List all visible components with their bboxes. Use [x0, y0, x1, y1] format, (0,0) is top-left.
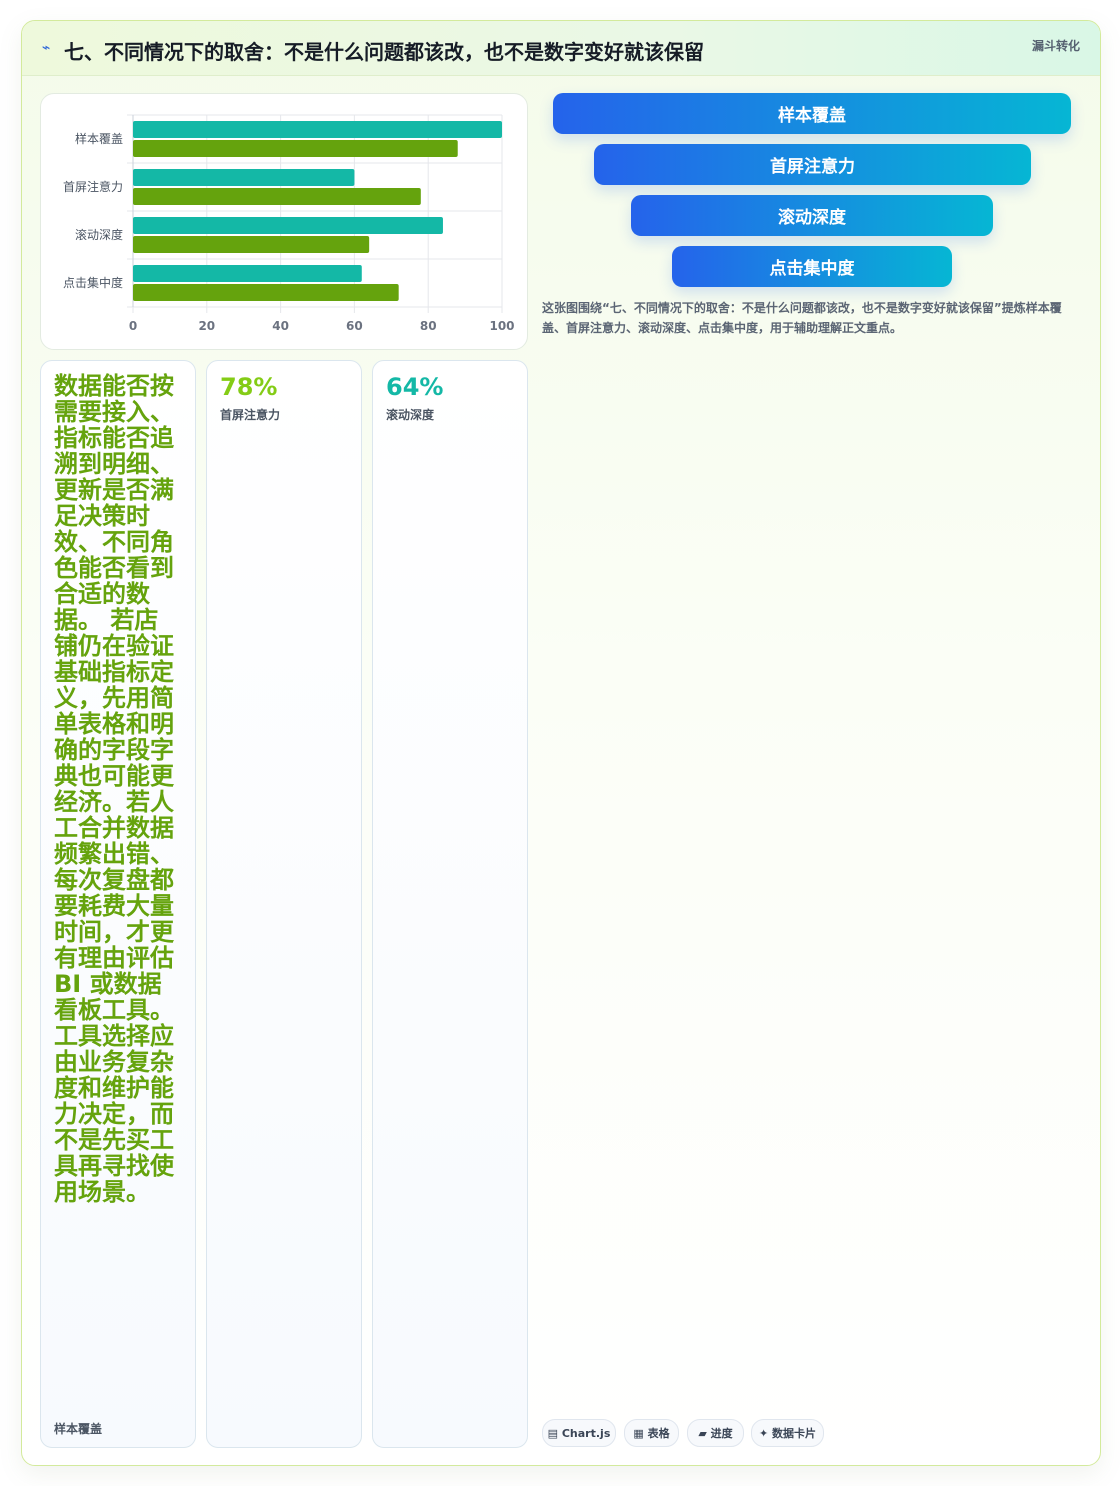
y-category-label: 点击集中度 — [63, 275, 123, 290]
text-tile: 数据能否按需要接入、指标能否追溯到明细、更新是否满足决策时效、不同角色能否看到合… — [40, 360, 196, 1448]
chip-label: 表格 — [647, 1427, 670, 1440]
wave-icon: ⌁ — [42, 40, 51, 56]
y-category-label: 滚动深度 — [75, 227, 123, 242]
kpi-label: 首屏注意力 — [220, 408, 281, 422]
funnel-step-3[interactable]: 滚动深度 — [631, 195, 993, 236]
table-icon: ▦ — [633, 1426, 644, 1440]
content-card: ⌁ 七、不同情况下的取舍：不是什么问题都该改，也不是数字变好就该保留 漏斗转化 … — [21, 20, 1101, 1466]
bar-2-4 — [133, 284, 399, 301]
kpi-value: 64% — [386, 373, 444, 401]
x-tick-label: 40 — [272, 319, 289, 333]
chip-progress[interactable]: ▰ 进度 — [687, 1419, 744, 1447]
kpi-value: 78% — [220, 373, 278, 401]
bar-1-2 — [133, 169, 355, 186]
bar-2-2 — [133, 188, 421, 205]
y-category-label: 样本覆盖 — [75, 131, 123, 146]
sparkle-icon: ✦ — [758, 1426, 769, 1440]
funnel-step-2[interactable]: 首屏注意力 — [594, 144, 1031, 185]
tile-label: 样本覆盖 — [54, 1422, 103, 1436]
progress-icon: ▰ — [698, 1426, 707, 1440]
bar-chart-panel: 0 20 40 60 80 100 样本覆盖首屏注意力滚动深度点击集中度 — [40, 93, 528, 350]
bar-2-1 — [133, 140, 458, 157]
bar-1-1 — [133, 121, 502, 138]
section-tag: 漏斗转化 — [1031, 39, 1080, 53]
tile-body-text: 数据能否按需要接入、指标能否追溯到明细、更新是否满足决策时效、不同角色能否看到合… — [54, 372, 174, 1206]
x-tick-label: 60 — [346, 319, 363, 333]
chip-label: Chart.js — [561, 1426, 611, 1440]
y-category-label: 首屏注意力 — [63, 179, 123, 194]
chart-icon: ▤ — [547, 1426, 559, 1440]
bar-1-4 — [133, 265, 362, 282]
chip-table[interactable]: ▦ 表格 — [624, 1419, 679, 1447]
bar-2-3 — [133, 236, 370, 253]
kpi-tile-scroll: 64% 滚动深度 — [372, 360, 528, 1448]
kpi-tile-attention: 78% 首屏注意力 — [206, 360, 362, 1448]
funnel-step-1[interactable]: 样本覆盖 — [553, 93, 1071, 134]
kpi-label: 滚动深度 — [386, 408, 435, 422]
chart-caption: 这张图围绕“七、不同情况下的取舍：不是什么问题都该改，也不是数字变好就该保留”提… — [542, 301, 1062, 335]
section-header: ⌁ 七、不同情况下的取舍：不是什么问题都该改，也不是数字变好就该保留 漏斗转化 — [22, 21, 1100, 76]
x-tick-label: 20 — [198, 319, 215, 333]
x-tick-label: 100 — [489, 319, 514, 333]
funnel-step-4[interactable]: 点击集中度 — [672, 246, 952, 287]
chip-data-card[interactable]: ✦ 数据卡片 — [751, 1419, 824, 1447]
x-tick-label: 80 — [420, 319, 437, 333]
chip-label: 进度 — [710, 1427, 733, 1440]
chip-chartjs[interactable]: ▤ Chart.js — [542, 1419, 616, 1447]
bar-1-3 — [133, 217, 443, 234]
chip-label: 数据卡片 — [772, 1427, 817, 1440]
section-title: 七、不同情况下的取舍：不是什么问题都该改，也不是数字变好就该保留 — [64, 40, 704, 64]
x-tick-label: 0 — [129, 319, 137, 333]
